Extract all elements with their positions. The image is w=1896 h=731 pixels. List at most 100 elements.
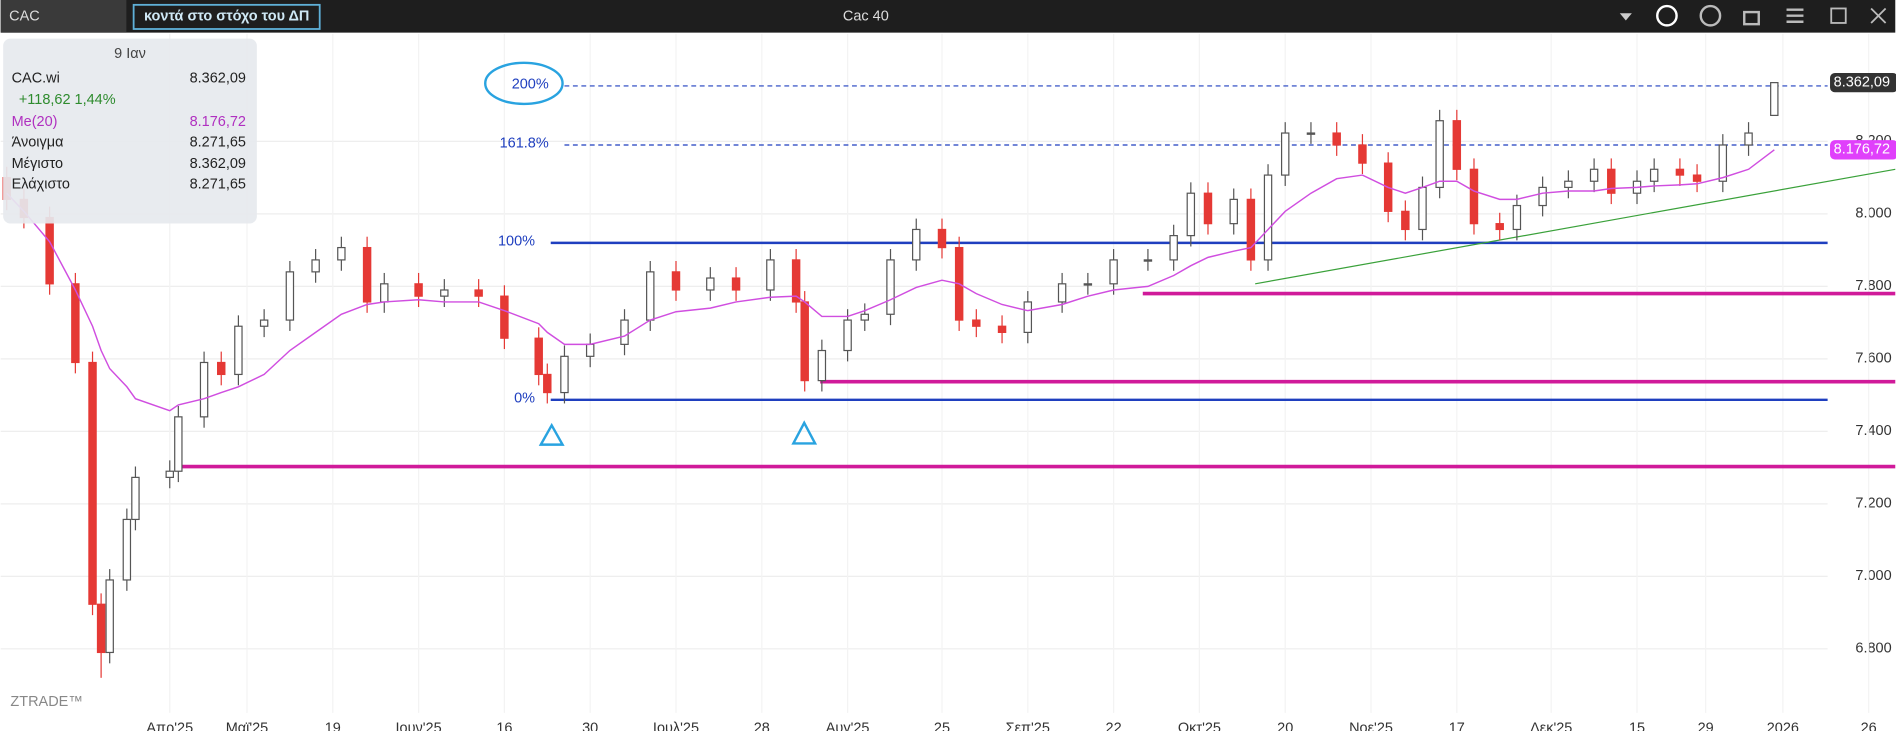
info-value: 8.176,72 <box>190 114 246 130</box>
info-label: Ελάχιστο <box>12 177 70 193</box>
y-tick-label: 7.800 <box>1855 278 1891 294</box>
x-tick-label: Ιουλ'25 <box>653 720 699 731</box>
candle-body <box>311 259 320 273</box>
candle-body <box>886 259 895 315</box>
price-tag-label: 8.362,09 <box>1834 74 1890 90</box>
candle-body <box>534 337 543 376</box>
candle-body <box>791 259 801 303</box>
info-label: Μέγιστο <box>12 156 64 172</box>
candle-body <box>1649 168 1659 182</box>
candle-body <box>1143 259 1153 262</box>
candle-body <box>500 295 509 339</box>
info-label: +118,62 1,44% <box>19 92 116 108</box>
info-panel <box>3 38 257 224</box>
x-tick-label: 22 <box>1106 720 1122 731</box>
candle-body <box>105 579 114 654</box>
alert-button[interactable] <box>132 3 321 30</box>
x-tick-label: 20 <box>1277 720 1293 731</box>
candle-body <box>285 271 295 321</box>
watermark: ZTRADE™ <box>10 694 82 710</box>
candle-body <box>817 349 827 382</box>
fib-label: 100% <box>498 233 535 249</box>
symbol: CAC <box>9 9 40 25</box>
info-value: 8.271,65 <box>190 177 246 193</box>
x-tick-label: Σεπ'25 <box>1006 720 1050 731</box>
y-tick-label: 7.400 <box>1855 423 1891 439</box>
restore-icon[interactable] <box>1830 7 1847 24</box>
candle-body <box>234 325 243 376</box>
candle-body <box>440 289 449 297</box>
candle-body <box>1358 144 1367 164</box>
candle-body <box>1306 132 1316 135</box>
candle-body <box>620 319 629 345</box>
info-value: 8.271,65 <box>190 134 246 150</box>
candle-body <box>45 216 54 285</box>
annotation-circle <box>484 61 564 106</box>
candle-body <box>800 301 809 382</box>
candle-body <box>1229 198 1238 225</box>
menu-icon[interactable] <box>1786 8 1804 23</box>
candle-body <box>1246 198 1256 261</box>
x-tick-label: 16 <box>496 720 512 731</box>
quote-icon[interactable] <box>1699 4 1722 27</box>
candle-body <box>259 319 269 327</box>
candle-body <box>860 313 869 321</box>
price-tag-label: 8.176,72 <box>1834 142 1890 158</box>
candle-body <box>1607 168 1616 194</box>
candle-body <box>1418 186 1427 231</box>
candle-body <box>560 355 569 394</box>
candle-body <box>1057 283 1067 303</box>
candle-body <box>1692 174 1702 182</box>
candle-body <box>96 603 106 654</box>
x-tick-label: 19 <box>325 720 341 731</box>
fib-label: 161.8% <box>500 136 549 152</box>
candle-body <box>414 283 423 297</box>
candle-body <box>1401 210 1410 231</box>
info-rows: CAC.wi 8.362,09 +118,62 1,44% Me(20) 8.176,7… <box>12 70 246 192</box>
close-icon[interactable] <box>1870 7 1887 24</box>
x-tick-label: Ιουν'25 <box>396 720 442 731</box>
alert-text: κοντά στο στόχο του ΔΠ <box>144 9 309 25</box>
marker-triangle <box>791 420 818 445</box>
candle-body <box>1675 168 1685 176</box>
x-tick-label: Νοε'25 <box>1349 720 1393 731</box>
dropdown-icon[interactable] <box>1619 13 1632 21</box>
candle-body <box>646 271 655 321</box>
candle-body <box>543 373 552 394</box>
candle-body <box>1203 192 1213 225</box>
info-date: 9 Ιαν <box>114 46 146 62</box>
x-tick-label: Οκτ'25 <box>1178 720 1221 731</box>
y-tick-label: 6.800 <box>1855 641 1891 657</box>
candle-body <box>1469 168 1479 225</box>
h-icon[interactable] <box>1656 4 1678 27</box>
candle-body <box>1435 120 1444 189</box>
candle-body <box>1452 120 1462 170</box>
candle-body <box>1186 192 1196 237</box>
symbol-box[interactable] <box>0 0 127 33</box>
window-title: Cac 40 <box>843 9 889 25</box>
candle-body <box>706 277 715 291</box>
price-tag <box>1830 140 1896 160</box>
candle-body <box>380 283 389 303</box>
candle-body <box>1083 283 1093 286</box>
candle-body <box>131 476 140 521</box>
y-tick-label: 7.600 <box>1855 351 1891 367</box>
candle-body <box>1109 259 1118 285</box>
candle-body <box>1332 132 1341 146</box>
y-tick-label: 7.200 <box>1855 496 1891 512</box>
fib-label: 200% <box>512 77 549 93</box>
x-tick-label: Απρ'25 <box>146 720 193 731</box>
candle-body <box>1495 223 1504 231</box>
y-tick-label: 7.000 <box>1855 568 1891 584</box>
candle-body <box>585 343 595 357</box>
moving-average <box>6 149 1775 412</box>
candle-body <box>1770 82 1779 117</box>
candle-body <box>474 289 483 297</box>
lock-icon[interactable] <box>1743 10 1760 26</box>
x-tick-label: 25 <box>934 720 950 731</box>
candle-body <box>912 228 921 261</box>
candle-body <box>997 325 1007 333</box>
x-tick-label: Αυγ'25 <box>826 720 870 731</box>
